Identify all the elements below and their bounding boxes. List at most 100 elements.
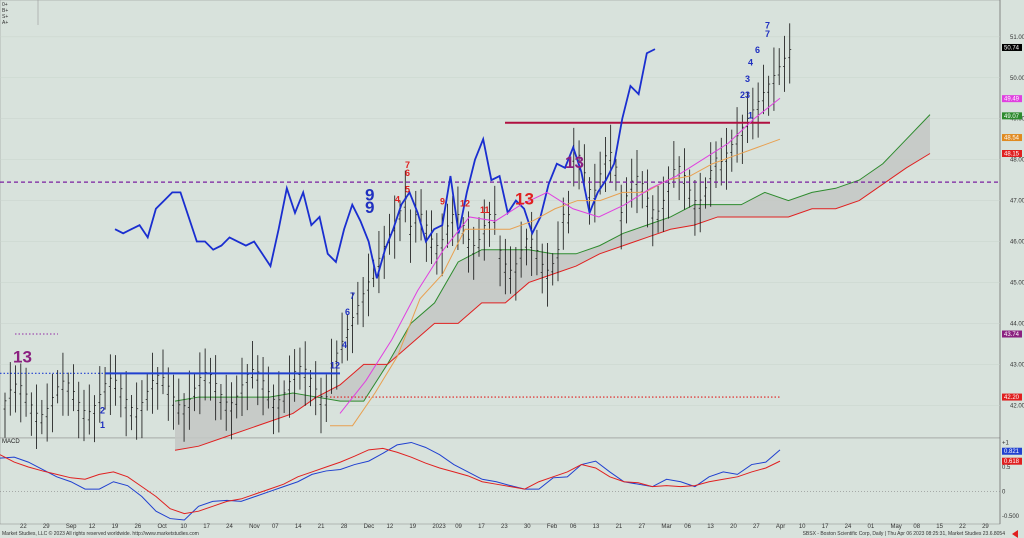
y-tick-label: 44.00 <box>1010 321 1024 327</box>
x-tick-label: 29 <box>43 524 50 530</box>
macd-panel <box>0 437 1001 525</box>
date-axis: 22 29 Sep 12 19 26 Oct 10 17 24 Nov 07 14 21 28 Dec 12 19… <box>20 524 989 530</box>
svg-text:A+: A+ <box>2 20 8 26</box>
macd-tick-label: -0.500 <box>1002 514 1020 520</box>
svg-text:B+: B+ <box>2 8 8 14</box>
td-count-label: 1 <box>100 420 105 430</box>
macd-lines <box>0 441 781 521</box>
x-tick-label: 09 <box>455 524 462 530</box>
x-tick-label: 2023 <box>432 524 446 530</box>
footer-right: SBSX - Boston Scientific Corp, Daily | T… <box>803 531 1006 537</box>
x-tick-label: 27 <box>753 524 760 530</box>
macd-value-label: 0.618 <box>1004 459 1020 465</box>
price-label: 48.15 <box>1004 152 1020 158</box>
td-count-label: 9 <box>365 186 374 205</box>
td-count-label: 7 <box>405 160 410 170</box>
x-tick-label: 30 <box>524 524 531 530</box>
price-panel <box>0 0 1001 439</box>
td-count-label: 2 <box>100 405 105 415</box>
price-label: 49.07 <box>1004 114 1020 120</box>
td-count-label: 6 <box>755 45 760 55</box>
y-tick-label: 45.00 <box>1010 280 1024 286</box>
td-count-label: 12 <box>330 360 340 370</box>
arrow-left-icon[interactable] <box>1012 530 1018 538</box>
td-count-label: 4 <box>342 340 347 350</box>
legend-swatch: 0+ B+ S+ A+ <box>2 2 8 26</box>
x-tick-label: 15 <box>936 524 943 530</box>
x-tick-label: 21 <box>318 524 325 530</box>
x-tick-label: 17 <box>478 524 485 530</box>
y-tick-label: 49.00 <box>1010 117 1024 123</box>
tenkan-line <box>339 97 781 414</box>
x-tick-label: 29 <box>982 524 989 530</box>
td-count-label: 6 <box>405 168 410 178</box>
x-tick-label: 06 <box>684 524 691 530</box>
td-count-label: 6 <box>345 307 350 317</box>
grid <box>0 36 1000 492</box>
y-tick-label: 51.00 <box>1010 35 1024 41</box>
price-label-box <box>1002 43 1022 51</box>
td-count-label: 13 <box>515 190 534 209</box>
td-count-label: 7 <box>765 29 770 39</box>
x-tick-label: 26 <box>135 524 142 530</box>
td-count-label: 4 <box>748 57 753 67</box>
macd-value-box <box>1002 447 1022 455</box>
price-label-box <box>1002 134 1022 142</box>
signal-line <box>0 447 781 515</box>
cloud-fill <box>175 114 930 451</box>
x-tick-label: 24 <box>226 524 233 530</box>
macd-label: MACD <box>2 439 20 445</box>
td-count-label: 13 <box>565 153 584 172</box>
x-tick-label: 14 <box>295 524 302 530</box>
td-count-label: 11 <box>480 205 490 215</box>
x-tick-label: 22 <box>20 524 27 530</box>
td-count-label: 1 <box>748 111 753 121</box>
x-tick-label: 19 <box>409 524 416 530</box>
x-tick-label: 20 <box>730 524 737 530</box>
x-tick-label: 21 <box>616 524 623 530</box>
price-label-box <box>1002 393 1022 401</box>
x-tick-label: 17 <box>822 524 829 530</box>
td-count-label: 9 <box>440 197 445 207</box>
price-label: 43.74 <box>1004 332 1020 338</box>
chikou-line <box>114 48 656 279</box>
price-bars <box>3 23 792 450</box>
price-label: 49.49 <box>1004 97 1020 103</box>
price-label-box <box>1002 150 1022 158</box>
kijun-line <box>330 138 781 427</box>
x-tick-label: Apr <box>776 524 785 530</box>
y-tick-label: 42.00 <box>1010 403 1024 409</box>
x-tick-label: 13 <box>707 524 714 530</box>
td-count-label: 23 <box>740 90 750 100</box>
x-tick-label: Mar <box>661 524 671 530</box>
x-tick-label: 23 <box>501 524 508 530</box>
macd-value-label: 0.821 <box>1004 449 1020 455</box>
td-count-label: 7 <box>350 291 355 301</box>
x-tick-label: 12 <box>387 524 394 530</box>
svg-text:0+: 0+ <box>2 2 8 8</box>
x-tick-label: 24 <box>845 524 852 530</box>
x-tick-label: 12 <box>89 524 96 530</box>
x-tick-label: 27 <box>638 524 645 530</box>
price-label: 42.20 <box>1004 395 1020 401</box>
x-tick-label: 06 <box>570 524 577 530</box>
x-tick-label: Feb <box>547 524 558 530</box>
price-label: 48.54 <box>1004 136 1020 142</box>
x-tick-label: Sep <box>66 524 77 530</box>
price-label-box <box>1002 112 1022 120</box>
td-count-label: 9 <box>365 198 374 217</box>
macd-value-box <box>1002 457 1022 465</box>
x-tick-label: 01 <box>868 524 875 530</box>
td-count-label: 3 <box>745 74 750 84</box>
td-count-label: 12 <box>460 199 470 209</box>
td-count-label: 7 <box>765 21 770 31</box>
price-label-box <box>1002 95 1022 103</box>
x-tick-label: Dec <box>364 524 375 530</box>
x-tick-label: 10 <box>180 524 187 530</box>
td-count-label: 4 <box>395 195 400 205</box>
x-tick-label: 10 <box>799 524 806 530</box>
td-count-label: 13 <box>13 347 32 366</box>
td-count-label: 5 <box>405 184 410 194</box>
macd-tick-label: +1 <box>1002 440 1010 446</box>
